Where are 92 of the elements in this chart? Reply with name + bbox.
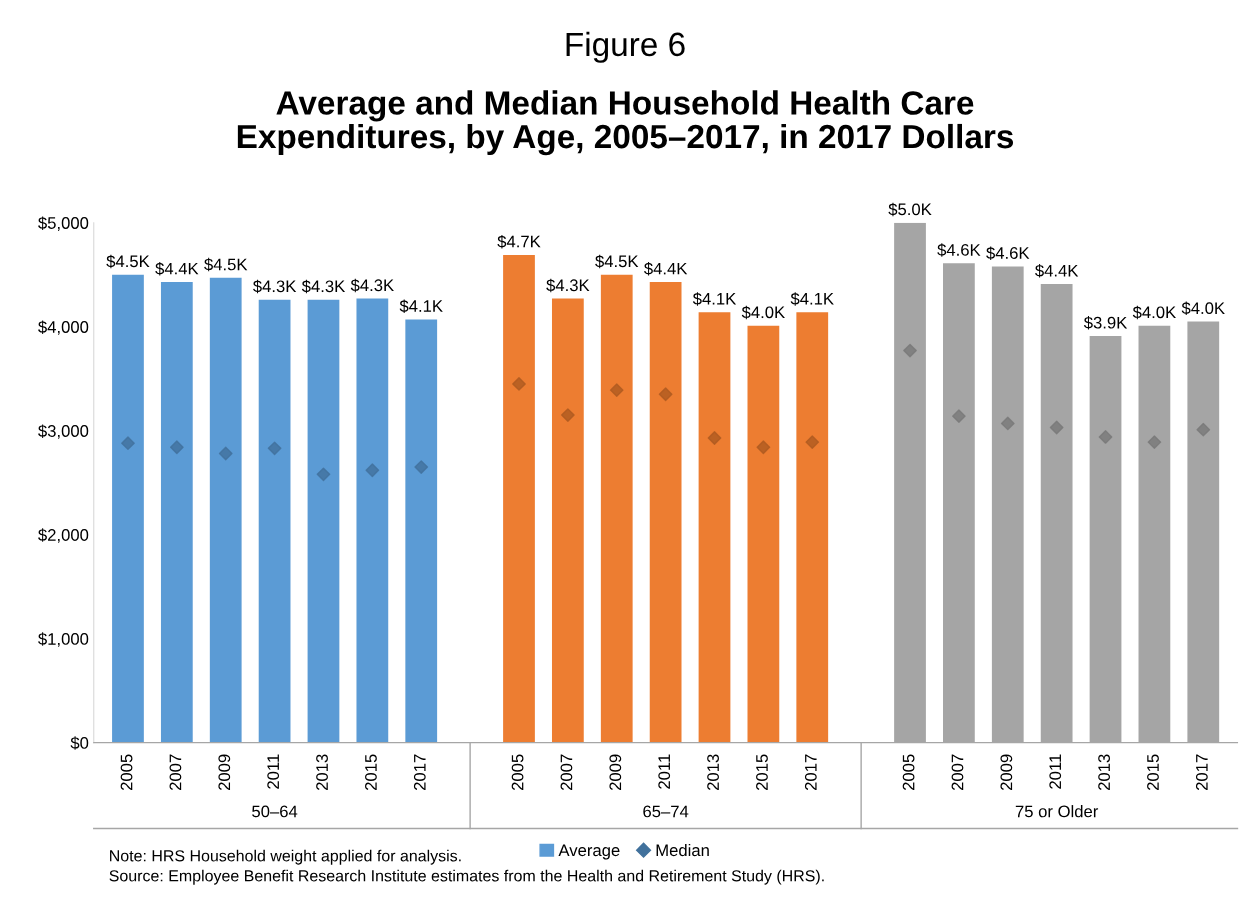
- data-label: $4.3K: [253, 279, 297, 294]
- data-label: $4.6K: [986, 246, 1030, 260]
- point: [1196, 422, 1211, 437]
- y-tick-label: $3,000: [38, 424, 89, 439]
- point: [218, 446, 233, 461]
- point: [1147, 435, 1162, 450]
- bar: [747, 325, 780, 743]
- y-tick-label: $4,000: [38, 320, 89, 335]
- data-label: $5.0K: [888, 202, 932, 217]
- data-label: $4.4K: [155, 262, 199, 276]
- chart-subtitle: Average and Median Household Health Care Expenditures, by Age, 2005–2017, in 2017 Dollars: [237, 90, 1014, 156]
- point: [560, 408, 575, 422]
- data-label: $4.5K: [106, 254, 150, 269]
- x-tick-label: 2005: [902, 754, 915, 790]
- point: [365, 463, 380, 478]
- source-note: Source: Employee Benefit Research Institute estimates from the Health and Retirement Study (HRS).: [109, 869, 824, 885]
- bar: [112, 274, 144, 743]
- y-tick-label: $1,000: [38, 632, 89, 647]
- x-tick-label: 2015: [1147, 754, 1159, 790]
- point: [512, 376, 526, 391]
- bar: [160, 281, 193, 743]
- x-tick-label: 2015: [756, 754, 768, 790]
- data-label: $4.7K: [497, 234, 541, 249]
- bar: [258, 299, 291, 743]
- point: [707, 431, 722, 445]
- x-tick-label: 2013: [1098, 754, 1110, 790]
- chart-title: Figure 6: [566, 31, 685, 63]
- point: [1098, 430, 1113, 444]
- data-label: $4.3K: [301, 279, 346, 294]
- point: [756, 440, 771, 455]
- x-tick-label: 2009: [218, 754, 231, 790]
- x-tick-label: 2013: [316, 754, 328, 790]
- point: [121, 436, 135, 451]
- point: [903, 343, 917, 358]
- y-tick-label: $5,000: [38, 216, 89, 231]
- x-tick-label: 2011: [1049, 754, 1062, 789]
- data-label: $4.1K: [692, 292, 737, 306]
- point: [316, 467, 331, 482]
- data-label: $4.4K: [1035, 264, 1079, 278]
- bar: [209, 277, 242, 743]
- y-tick-label: $0: [70, 736, 89, 750]
- x-tick-label: 2017: [1195, 754, 1208, 790]
- legend-label: Median: [656, 843, 709, 857]
- x-tick-label: 2007: [560, 754, 573, 790]
- data-label: $4.3K: [350, 278, 394, 293]
- data-label: $4.0K: [1132, 305, 1176, 320]
- legend-label: Average: [558, 844, 620, 860]
- data-label: $4.1K: [399, 299, 443, 313]
- bar: [649, 281, 682, 743]
- data-label: $3.9K: [1083, 316, 1128, 330]
- data-label: $4.6K: [937, 243, 981, 257]
- text: 75 or Older: [1015, 805, 1099, 818]
- point: [267, 441, 282, 456]
- point: [951, 409, 966, 424]
- point: [805, 435, 820, 450]
- x-tick-label: 2011: [658, 754, 671, 789]
- bar: [405, 319, 438, 743]
- point: [609, 383, 624, 398]
- point: [414, 460, 429, 474]
- x-tick-label: 2007: [169, 754, 182, 790]
- x-tick-label: 2011: [267, 754, 280, 789]
- data-label: $4.4K: [644, 262, 688, 276]
- data-label: $4.0K: [1181, 301, 1225, 316]
- data-label: $4.1K: [790, 292, 834, 306]
- x-tick-label: 2009: [609, 754, 622, 790]
- x-tick-label: 2009: [1000, 754, 1013, 790]
- x-tick-label: 2007: [951, 754, 964, 790]
- text: Note: HRS Household weight applied for analysis.: [110, 849, 461, 865]
- bar: [307, 299, 340, 743]
- bar: [600, 274, 633, 743]
- bar: [551, 298, 584, 743]
- point: [658, 387, 673, 402]
- bar: [796, 312, 829, 743]
- data-label: $4.5K: [595, 254, 639, 269]
- x-tick-label: 2017: [804, 754, 817, 790]
- point: [169, 440, 184, 455]
- bar: [503, 254, 535, 743]
- x-tick-label: 2013: [707, 754, 719, 790]
- point: [1000, 416, 1015, 431]
- y-tick-label: $2,000: [38, 528, 89, 543]
- x-tick-label: 2017: [413, 754, 426, 790]
- text: 50–64: [252, 805, 298, 818]
- x-tick-label: 2005: [511, 754, 524, 790]
- point: [1049, 420, 1064, 435]
- data-label: $4.5K: [204, 257, 248, 272]
- x-tick-label: 2005: [120, 754, 133, 790]
- bar: [356, 298, 389, 743]
- x-tick-label: 2015: [365, 754, 377, 790]
- data-label: $4.0K: [741, 305, 785, 320]
- bar: [698, 312, 731, 743]
- text: 65–74: [643, 805, 689, 818]
- data-label: $4.3K: [546, 278, 590, 293]
